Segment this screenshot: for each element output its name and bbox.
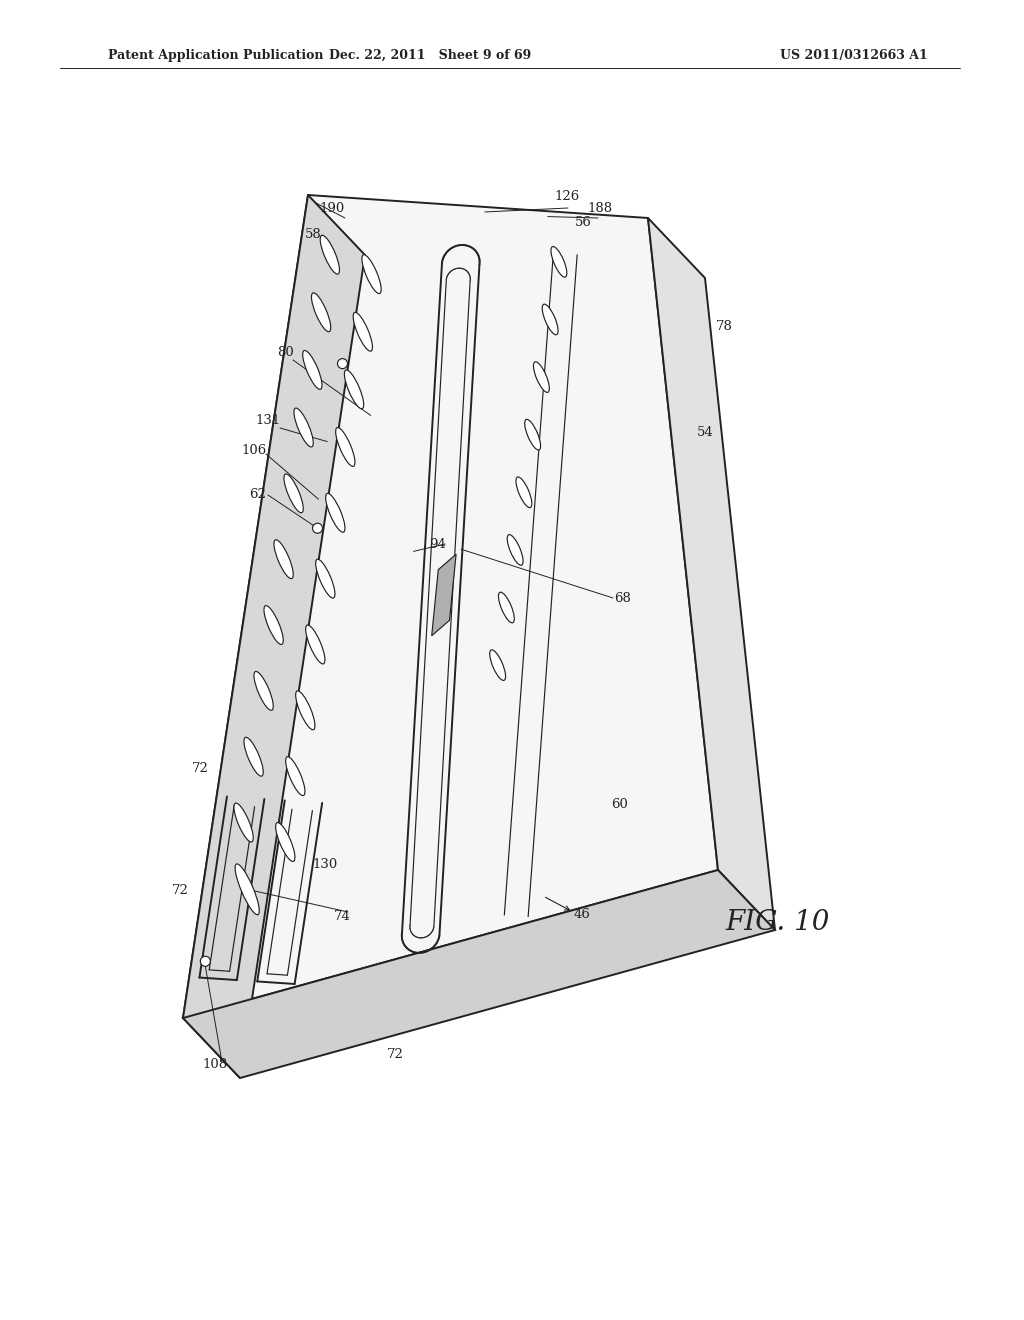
Text: 56: 56 <box>574 215 592 228</box>
Ellipse shape <box>315 560 335 598</box>
Text: 72: 72 <box>172 883 188 896</box>
Ellipse shape <box>321 235 340 275</box>
Ellipse shape <box>275 822 295 862</box>
Text: 131: 131 <box>255 413 281 426</box>
Ellipse shape <box>303 350 322 389</box>
Ellipse shape <box>507 535 523 565</box>
Ellipse shape <box>353 313 373 351</box>
Ellipse shape <box>244 738 263 776</box>
Text: Dec. 22, 2011   Sheet 9 of 69: Dec. 22, 2011 Sheet 9 of 69 <box>329 49 531 62</box>
Circle shape <box>312 523 323 533</box>
Text: 74: 74 <box>334 909 350 923</box>
Text: FIG. 10: FIG. 10 <box>726 908 830 936</box>
Ellipse shape <box>543 304 558 335</box>
Text: 190: 190 <box>319 202 345 214</box>
Ellipse shape <box>233 803 253 842</box>
Polygon shape <box>183 870 775 1078</box>
Ellipse shape <box>534 362 549 392</box>
Text: 72: 72 <box>387 1048 403 1061</box>
Text: 126: 126 <box>554 190 580 202</box>
Ellipse shape <box>274 540 293 578</box>
Ellipse shape <box>236 863 259 915</box>
Circle shape <box>201 956 210 966</box>
Ellipse shape <box>296 690 315 730</box>
Ellipse shape <box>551 247 567 277</box>
Text: 62: 62 <box>250 488 266 502</box>
Ellipse shape <box>305 626 325 664</box>
Ellipse shape <box>311 293 331 331</box>
Text: 46: 46 <box>573 908 591 920</box>
Text: 106: 106 <box>242 444 266 457</box>
Ellipse shape <box>516 477 531 508</box>
Text: 130: 130 <box>312 858 338 870</box>
Text: 80: 80 <box>278 346 294 359</box>
Polygon shape <box>183 195 718 1018</box>
Polygon shape <box>183 195 365 1078</box>
Polygon shape <box>648 218 775 931</box>
Text: US 2011/0312663 A1: US 2011/0312663 A1 <box>780 49 928 62</box>
Circle shape <box>338 359 347 368</box>
Text: 58: 58 <box>304 228 322 242</box>
Text: 78: 78 <box>716 319 732 333</box>
Ellipse shape <box>489 649 506 680</box>
Text: 94: 94 <box>429 537 446 550</box>
Polygon shape <box>432 554 456 636</box>
Ellipse shape <box>344 370 364 409</box>
Ellipse shape <box>286 756 305 796</box>
Text: Patent Application Publication: Patent Application Publication <box>108 49 324 62</box>
Ellipse shape <box>336 428 355 466</box>
Ellipse shape <box>294 408 313 447</box>
Text: 108: 108 <box>203 1059 227 1072</box>
Text: 60: 60 <box>611 797 629 810</box>
Ellipse shape <box>264 606 284 644</box>
Ellipse shape <box>284 474 303 512</box>
Text: 72: 72 <box>191 762 209 775</box>
Text: 68: 68 <box>614 591 632 605</box>
Text: 54: 54 <box>696 425 714 438</box>
Text: 188: 188 <box>588 202 612 214</box>
Ellipse shape <box>326 494 345 532</box>
Ellipse shape <box>254 672 273 710</box>
Ellipse shape <box>499 593 514 623</box>
Ellipse shape <box>524 420 541 450</box>
Ellipse shape <box>361 255 381 293</box>
